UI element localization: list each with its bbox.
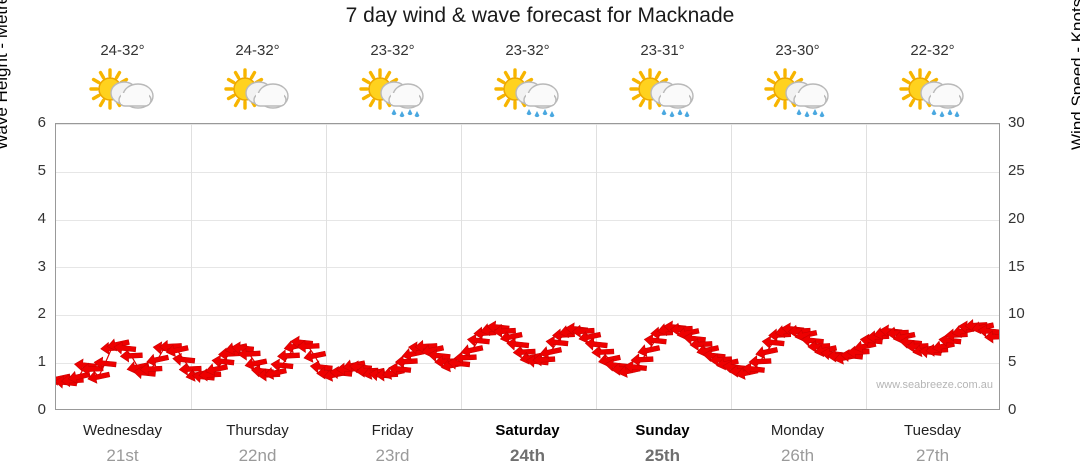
x-axis-day-date: 25th	[645, 446, 680, 465]
y-tick-left: 2	[37, 305, 46, 323]
y-tick-right: 5	[1008, 353, 1017, 371]
y-tick-left: 5	[37, 161, 46, 179]
wind-arrow-icon	[539, 346, 563, 359]
y-tick-right: 25	[1008, 161, 1025, 179]
x-axis-day-group: Sunday 25th	[596, 422, 730, 466]
page-title: 7 day wind & wave forecast for Macknade	[345, 4, 735, 27]
y-tick-left: 0	[37, 401, 46, 418]
wind-arrow-icon	[683, 331, 706, 345]
wind-arrow-icon	[113, 341, 137, 355]
x-axis-day-date: 27th	[915, 446, 950, 465]
wind-arrow-icon	[119, 349, 143, 363]
y-tick-left: 3	[37, 257, 46, 275]
x-axis-day-group: Friday 23rd	[326, 422, 460, 466]
y-tick-right: 15	[1008, 257, 1025, 275]
wind-arrow-icon	[93, 356, 117, 370]
y-tick-left: 6	[37, 114, 46, 131]
wind-arrow-icon	[460, 344, 484, 358]
wind-arrow-icon	[139, 362, 163, 376]
y-tick-right: 30	[1008, 114, 1025, 131]
wind-arrow-icon	[198, 368, 222, 382]
sun-cloud-icon	[221, 65, 295, 119]
day-temperature-range: 24-32°	[100, 42, 145, 59]
sun-cloud-rain-icon	[626, 65, 700, 119]
x-axis-day-name: Monday	[770, 422, 825, 439]
wind-arrow-icon	[178, 362, 202, 376]
wind-arrow-icon	[689, 337, 713, 352]
wind-arrow-icon	[80, 362, 104, 376]
day-temperature-range: 23-30°	[775, 42, 820, 59]
wind-arrow-icon	[205, 363, 229, 377]
sun-cloud-rain-icon	[356, 65, 430, 119]
wind-arrow-icon	[237, 347, 261, 361]
sun-cloud-icon	[86, 65, 160, 119]
wind-arrow-icon	[270, 358, 294, 372]
sun-cloud-rain-icon	[761, 65, 835, 119]
x-axis-day-group: Thursday 22nd	[191, 422, 325, 466]
wind-arrow-icon	[506, 337, 530, 351]
wind-arrow-icon	[165, 344, 189, 358]
watermark: www.seabreeze.com.au	[876, 379, 993, 391]
wind-arrow-icon	[493, 324, 516, 338]
x-axis-day-name: Tuesday	[904, 422, 961, 439]
wind-arrow-icon	[630, 353, 654, 367]
wind-arrow-icon	[296, 339, 320, 354]
wind-arrow-icon	[571, 324, 595, 338]
wind-arrow-icon	[427, 348, 451, 363]
y-tick-right: 0	[1008, 401, 1017, 418]
wind-arrow-icon	[277, 349, 300, 363]
wind-arrow-icon	[984, 330, 999, 344]
wind-arrow-icon	[748, 355, 772, 369]
wind-arrow-icon	[87, 370, 111, 384]
wind-arrow-icon	[637, 344, 661, 358]
x-axis-day-date: 21st	[106, 446, 139, 465]
day-temperature-range: 23-32°	[370, 42, 415, 59]
wind-arrow-icon	[264, 367, 287, 380]
day-temperature-range: 23-32°	[505, 42, 550, 59]
y-tick-right: 10	[1008, 305, 1025, 323]
wind-arrow-series	[56, 318, 999, 389]
wind-arrow-icon	[584, 337, 608, 351]
y-axis-left-label: Wave Height - Metres	[0, 0, 11, 150]
wind-arrow-icon	[146, 353, 170, 367]
wind-arrow-icon	[800, 333, 824, 347]
day-temperature-range: 24-32°	[235, 42, 280, 59]
wind-arrow-icon	[231, 341, 255, 355]
wind-arrow-icon	[303, 349, 327, 363]
x-axis-day-group: Tuesday 27th	[866, 422, 1000, 466]
chart-plot-area: www.seabreeze.com.au	[55, 123, 1000, 410]
sun-cloud-rain-icon	[896, 65, 970, 119]
x-axis-day-group: Wednesday 21st	[56, 422, 190, 466]
wind-arrow-icon	[853, 340, 877, 354]
wind-arrow-icon	[932, 340, 955, 354]
x-axis-day-date: 23rd	[375, 446, 410, 465]
x-axis-day-name: Saturday	[495, 422, 560, 439]
x-axis-day-name: Sunday	[635, 422, 690, 439]
y-tick-left: 1	[37, 353, 46, 371]
x-axis-day-date: 24th	[510, 446, 545, 465]
wind-arrow-icon	[591, 345, 615, 359]
x-axis-day-group: Monday 26th	[731, 422, 865, 466]
wind-arrow-icon	[846, 345, 870, 359]
x-axis-day-date: 26th	[780, 446, 815, 465]
x-axis-day-date: 22nd	[238, 446, 277, 465]
day-temperature-range: 22-32°	[910, 42, 955, 59]
y-tick-right: 20	[1008, 209, 1025, 227]
x-axis-day-group: Saturday 24th	[461, 422, 595, 466]
x-axis-day-name: Friday	[371, 422, 414, 439]
y-axis-right-label: Wind Speed - Knots	[1068, 0, 1080, 150]
y-tick-left: 4	[37, 209, 46, 227]
wind-arrow-icon	[977, 324, 999, 338]
wind-arrow-icon	[512, 345, 536, 359]
day-temperature-range: 23-31°	[640, 42, 685, 59]
x-axis-day-name: Wednesday	[83, 422, 162, 439]
wind-arrow-icon	[755, 346, 779, 359]
wind-arrow-icon	[309, 360, 333, 374]
x-axis-day-name: Thursday	[226, 422, 289, 439]
sun-cloud-rain-icon	[491, 65, 565, 119]
wind-arrow-icon	[172, 352, 196, 366]
wind-arrow-icon	[67, 370, 91, 384]
